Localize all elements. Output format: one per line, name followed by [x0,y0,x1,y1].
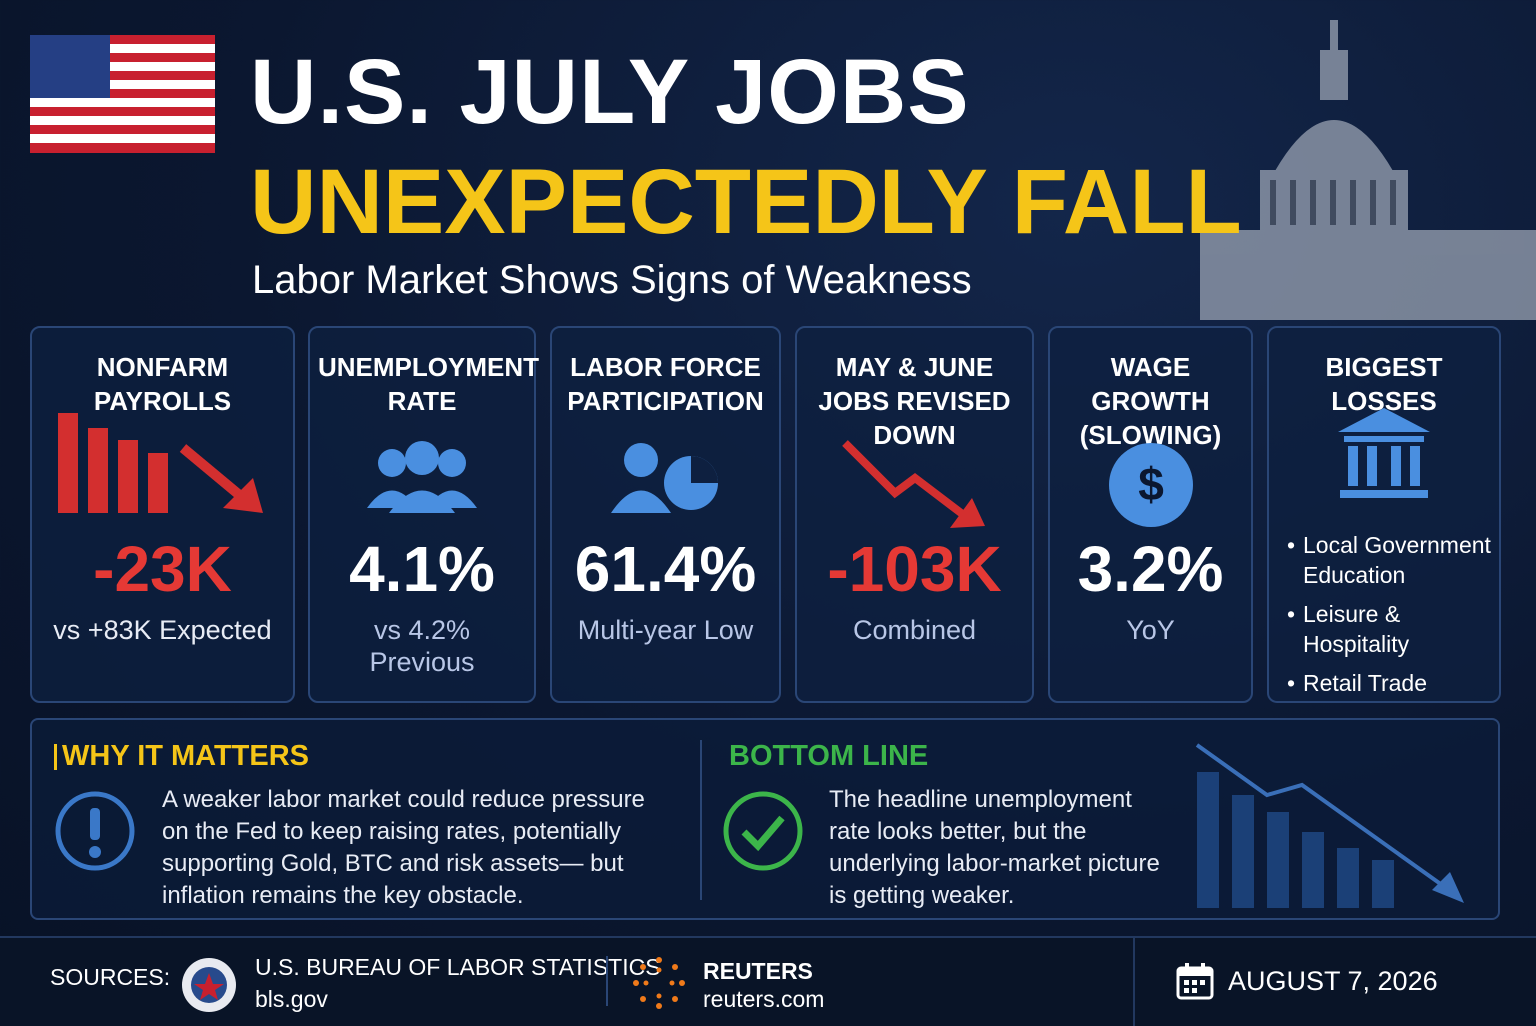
bls-seal [182,958,236,1012]
svg-text:$: $ [1138,458,1164,510]
calendar-icon [1176,963,1214,1000]
footer: SOURCES: U.S. BUREAU OF LABOR STATISTICS… [0,936,1536,1026]
date: AUGUST 7, 2026 [1228,966,1438,996]
card-note: Multi-year Low [577,615,754,645]
stat-card: NONFARM PAYROLLS -23K vs +83K Expected [30,326,295,703]
card-value: 4.1% [349,533,495,605]
losses-list: Local Government Education Leisure & Hos… [1287,530,1497,707]
divider [1133,938,1135,1026]
reuters-logo [633,957,685,1009]
decline-graphic [1195,743,1464,908]
summary-panel: WHY IT MATTERS A weaker labor market cou… [30,718,1500,920]
card-value: -103K [827,533,1002,605]
card-value: 3.2% [1077,533,1224,605]
card-note: vs +83K Expected [53,615,272,645]
card-title: MAY & JUNE JOBS REVISED DOWN [818,352,1011,450]
card-title: UNEMPLOYMENT RATE [318,352,539,416]
accent-bar [54,744,57,770]
loss-item: Retail Trade [1287,668,1497,698]
dollar-icon: $ [1108,443,1193,527]
check-icon [723,791,803,871]
capitol-building [1200,20,1536,320]
source-name: REUTERS [703,958,813,984]
sources-label: SOURCES: [50,964,171,990]
person-pie-icon [610,443,718,513]
source-url: bls.gov [255,986,328,1012]
card-note: YoY [1126,615,1175,645]
bottom-body: The headline unemployment rate looks bet… [829,786,1160,909]
source-name: U.S. BUREAU OF LABOR STATISTICS [255,954,661,980]
bars-down-icon [57,413,263,513]
us-flag [30,35,215,153]
bank-icon [1338,408,1430,498]
card-title: NONFARM PAYROLLS [93,352,232,416]
loss-item: Leisure & Hospitality [1287,599,1497,659]
why-body: A weaker labor market could reduce press… [162,786,645,909]
losses-card: BIGGEST LOSSES Local Government Educatio… [1267,326,1501,703]
card-title: BIGGEST LOSSES [1325,352,1443,416]
divider [700,740,702,900]
why-title: WHY IT MATTERS [62,740,310,772]
people-icon [367,441,477,513]
divider [606,956,608,1006]
stat-card: MAY & JUNE JOBS REVISED DOWN -103K Combi… [795,326,1034,703]
title-line1: U.S. JULY JOBS [250,41,970,143]
loss-item: Local Government Education [1287,530,1497,590]
card-title: LABOR FORCE PARTICIPATION [567,352,764,416]
stat-card: LABOR FORCE PARTICIPATION 61.4% Multi-ye… [550,326,781,703]
alert-icon [55,791,135,871]
bottom-title: BOTTOM LINE [729,740,929,772]
source-url: reuters.com [703,986,825,1012]
stat-card: UNEMPLOYMENT RATE 4.1% vs 4.2% Previous [308,326,539,703]
trend-down-icon [841,440,985,528]
card-note: Combined [852,615,977,645]
card-title: WAGE GROWTH (SLOWING) [1079,352,1222,450]
card-note: vs 4.2% Previous [369,615,475,677]
card-value: 61.4% [574,533,757,605]
title-line2: UNEXPECTEDLY FALL [250,151,1242,253]
stat-card: WAGE GROWTH (SLOWING) $ 3.2% YoY [1048,326,1253,703]
subtitle: Labor Market Shows Signs of Weakness [252,258,972,302]
card-value: -23K [93,533,232,605]
